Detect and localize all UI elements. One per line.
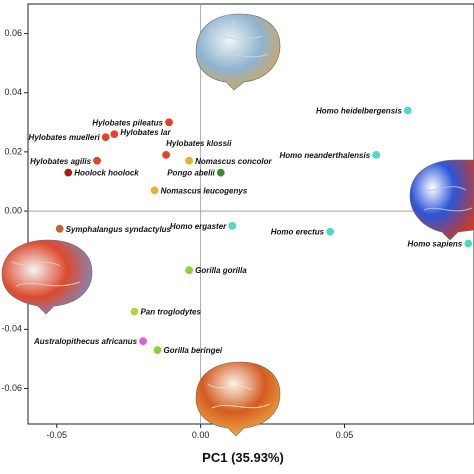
data-point (325, 227, 335, 237)
point-label: Homo sapiens (408, 240, 463, 249)
y-tick-label: -0.04 (1, 324, 22, 334)
point-label: Pongo abelii (167, 169, 215, 178)
data-points (55, 105, 473, 355)
y-tick-label: 0.02 (4, 146, 22, 156)
data-point (463, 239, 473, 249)
data-point (63, 168, 73, 178)
x-axis-title: PC1 (35.93%) (202, 450, 284, 465)
data-point (138, 336, 148, 346)
x-tick-label: 0.00 (192, 430, 210, 440)
data-point (403, 105, 413, 115)
data-point (150, 185, 160, 195)
point-label: Nomascus concolor (195, 157, 272, 166)
left-brain-render (1, 239, 93, 315)
x-tick-label: 0.05 (336, 430, 354, 440)
point-label: Homo heidelbergensis (316, 106, 402, 115)
point-label: Hylobates klossii (166, 139, 232, 148)
data-point (184, 156, 194, 166)
point-label: Hylobates muelleri (29, 133, 101, 142)
point-label: Pan troglodytes (140, 308, 201, 317)
data-point (371, 150, 381, 160)
y-tick-label: 0.06 (4, 28, 22, 38)
point-label: Hylobates agilis (30, 157, 91, 166)
point-label: Hylobates lar (120, 128, 171, 137)
point-label: Gorilla gorilla (195, 266, 247, 275)
data-point (101, 132, 111, 142)
y-tick-label: 0.04 (4, 87, 22, 97)
data-point (216, 168, 226, 178)
point-label: Homo erectus (271, 228, 325, 237)
point-label: Hoolock hoolock (74, 169, 139, 178)
y-tick-label: -0.06 (1, 383, 22, 393)
data-point (109, 129, 119, 139)
point-label: Homo ergaster (170, 222, 227, 231)
data-point (164, 117, 174, 127)
data-point (161, 150, 171, 160)
top-brain-render (195, 13, 281, 91)
data-point (92, 156, 102, 166)
point-label: Nomascus leucogenys (161, 186, 248, 195)
bottom-brain-render (195, 361, 281, 437)
y-tick-label: 0.00 (4, 205, 22, 215)
point-label: Hylobates pileatus (92, 118, 163, 127)
data-point (152, 345, 162, 355)
data-point (129, 307, 139, 317)
point-labels: Homo heidelbergensis Homo neanderthalensi… (29, 106, 463, 355)
point-label: Symphalangus syndactylus (66, 225, 172, 234)
point-label: Gorilla beringei (163, 346, 222, 355)
data-point (184, 265, 194, 275)
right-brain-render (409, 159, 474, 241)
x-tick-label: -0.05 (47, 430, 68, 440)
point-label: Homo neanderthalensis (279, 151, 370, 160)
data-point (227, 221, 237, 231)
data-point (55, 224, 65, 234)
point-label: Australopithecus africanus (33, 337, 138, 346)
